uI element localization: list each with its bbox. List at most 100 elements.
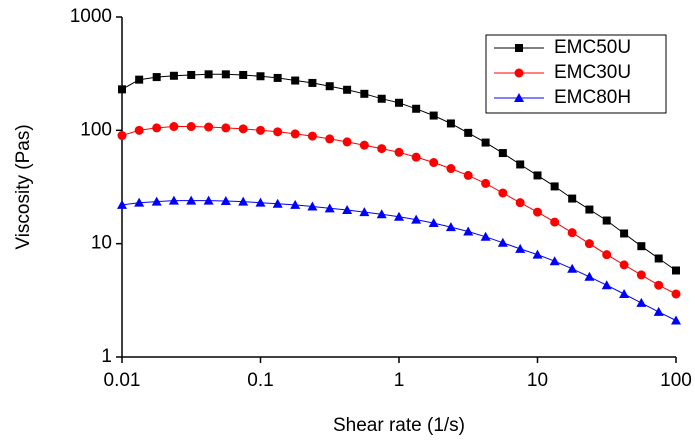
marker [256,72,265,81]
y-axis-label: Viscosity (Pas) [13,124,34,249]
marker [324,203,335,213]
marker [220,195,231,205]
marker [186,195,197,205]
marker [463,170,473,180]
marker [429,158,439,168]
x-tick-label: 100 [660,370,692,391]
marker [238,196,249,206]
marker [186,122,196,132]
marker [411,214,422,224]
marker [377,144,387,154]
marker [672,266,680,275]
marker [445,222,456,232]
marker [411,152,421,162]
marker [463,226,474,236]
y-tick-label: 1000 [70,6,112,27]
y-tick-label: 10 [91,233,112,254]
marker [515,44,523,52]
marker [550,217,560,227]
marker [636,270,646,280]
marker [602,216,611,225]
marker [637,242,646,251]
marker [602,250,612,260]
marker [446,119,455,128]
marker [343,85,352,94]
marker [585,205,594,214]
marker [481,178,491,188]
marker [620,229,629,238]
marker [360,89,369,98]
marker [498,188,508,198]
series [117,195,681,325]
marker [654,254,663,263]
marker [117,131,127,141]
marker [238,124,248,134]
marker [221,70,230,79]
marker [308,78,317,87]
marker [151,196,162,206]
marker [168,195,179,205]
marker [394,147,404,157]
marker [394,211,404,221]
marker [307,131,317,141]
marker [514,93,524,102]
marker [550,182,559,191]
marker [429,111,438,120]
marker [446,164,456,174]
marker [568,194,577,203]
marker [653,306,664,316]
marker [290,129,300,139]
marker [203,195,214,205]
marker [307,201,318,211]
marker [515,243,526,253]
marker [118,85,126,94]
legend-label: EMC80H [554,87,631,108]
marker [567,228,577,238]
series [117,122,681,299]
legend: EMC50U EMC30U EMC80H [485,34,667,114]
marker [134,197,145,207]
marker [619,260,629,270]
marker [359,207,370,217]
marker [516,160,525,169]
marker [584,239,594,249]
marker [533,171,542,180]
marker [377,94,386,103]
marker [342,205,353,215]
marker [359,140,369,150]
marker [395,98,403,107]
marker [255,197,266,207]
marker [187,70,196,79]
marker [654,280,664,290]
marker [532,249,543,259]
marker [325,134,335,144]
marker [671,315,681,325]
marker [549,256,560,266]
y-tick-label: 100 [80,119,112,140]
y-tick-label: 1 [101,346,112,367]
marker [342,137,352,147]
marker [169,122,179,132]
marker [412,104,421,113]
marker [480,231,491,241]
marker [325,82,334,91]
marker [273,73,282,82]
marker [134,125,144,135]
x-tick-label: 0.01 [104,370,141,391]
marker [291,76,300,85]
marker [584,271,595,281]
marker [601,280,612,290]
marker [169,71,178,80]
marker [376,209,387,219]
marker [204,70,213,79]
marker [152,123,162,133]
series [118,70,680,275]
marker [256,125,265,135]
marker [272,198,283,208]
marker [481,138,490,147]
x-axis-label: Shear rate (1/s) [333,415,465,436]
marker [515,198,525,208]
marker [498,149,507,158]
marker [290,199,301,209]
marker [152,73,161,82]
